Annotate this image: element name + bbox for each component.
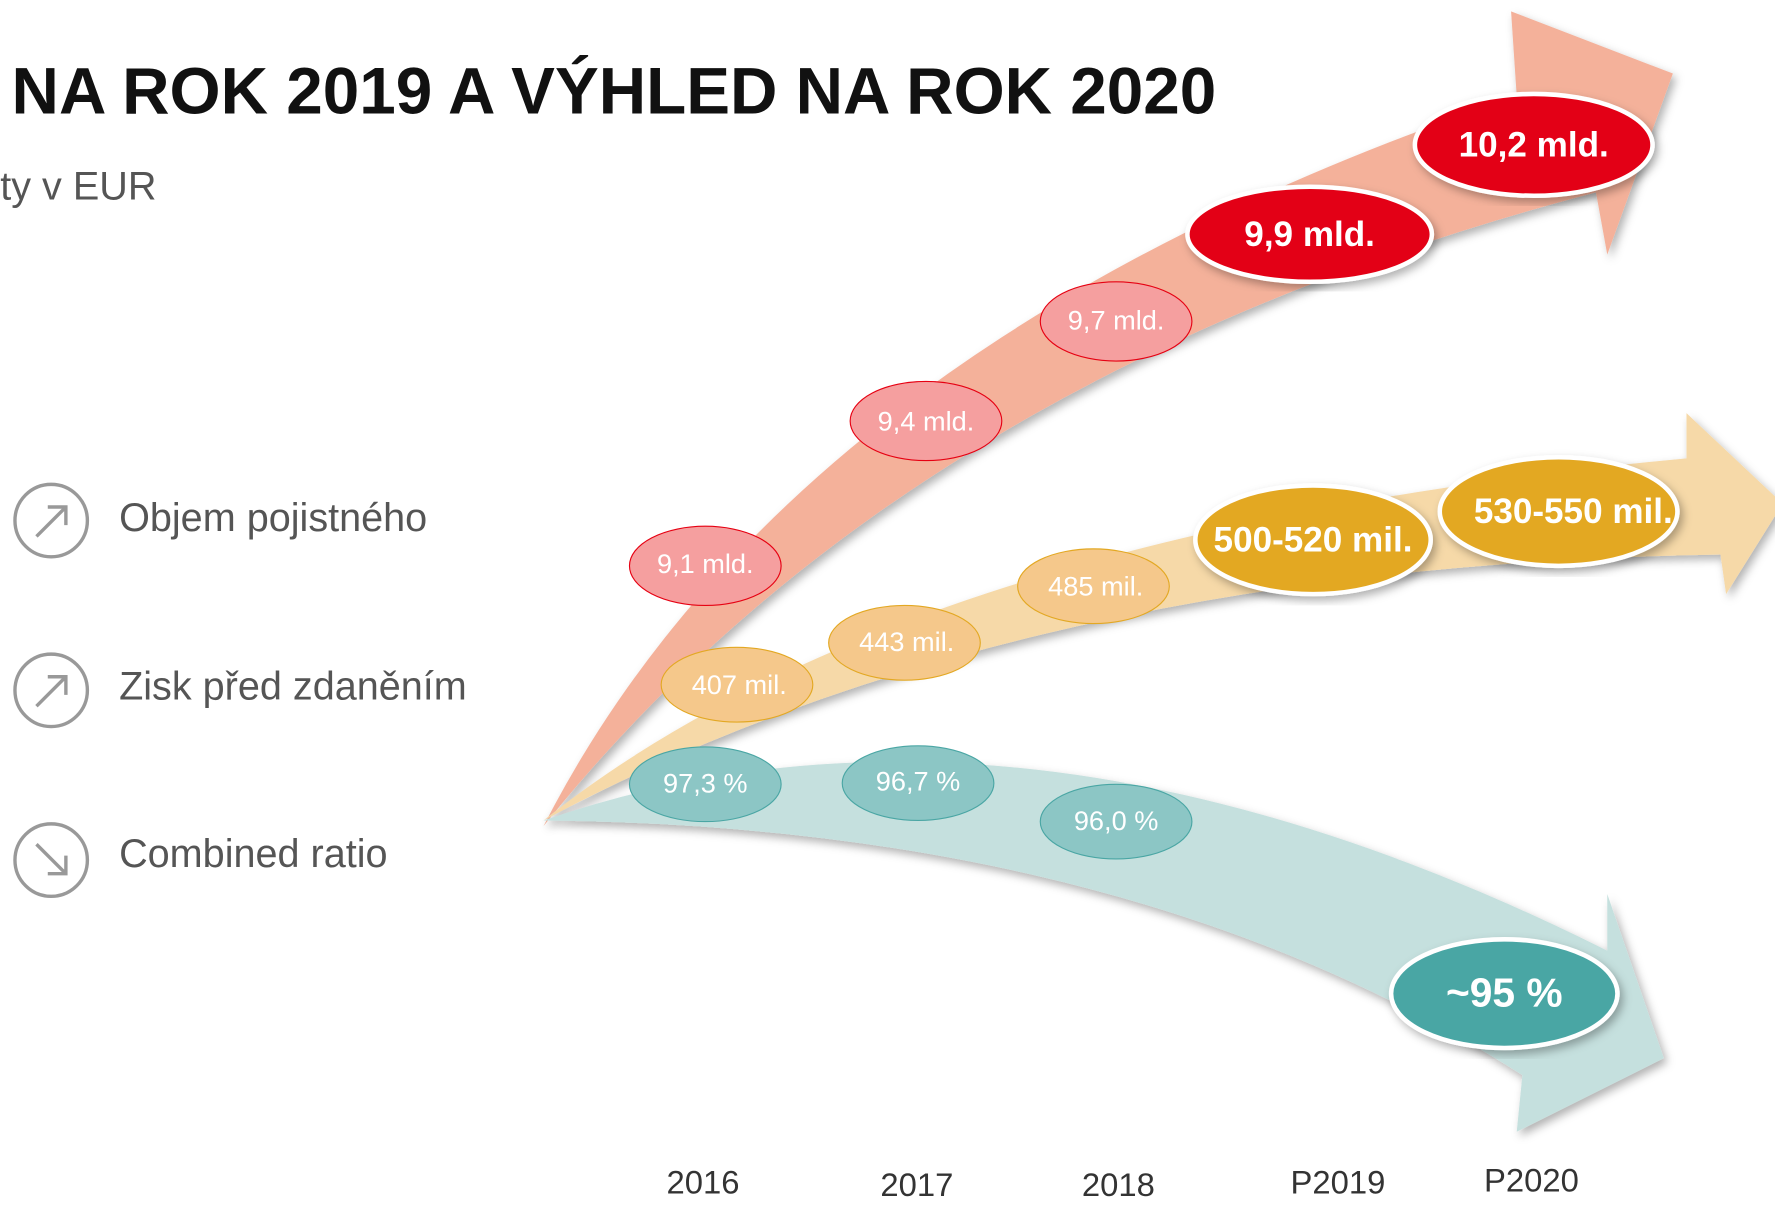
label: 10,2 mld. — [1459, 125, 1609, 164]
label: 97,3 % — [663, 768, 748, 799]
label: 9,9 mld. — [1244, 215, 1375, 254]
bubble — [841, 745, 995, 822]
year: 2018 — [1082, 1166, 1155, 1203]
red-labels: 9,1 mld. 9,4 mld. 9,7 mld. 9,9 mld. 10,2… — [628, 91, 1655, 607]
year: 2016 — [667, 1164, 740, 1201]
label: 530-550 mil. — [1474, 492, 1673, 531]
arrow-up — [35, 675, 68, 708]
bubble — [1185, 184, 1435, 285]
year: P2019 — [1290, 1164, 1385, 1201]
label: 500-520 mil. — [1214, 520, 1413, 559]
bubble — [1039, 783, 1193, 860]
label: 9,1 mld. — [657, 548, 754, 579]
bubble — [1017, 548, 1170, 625]
bubble — [660, 646, 814, 723]
subtitle: ty v EUR — [0, 164, 156, 208]
bubble — [628, 525, 782, 607]
bubble — [1412, 91, 1655, 199]
legend-icon — [13, 652, 90, 729]
arrow-teal — [543, 761, 1664, 1132]
arrow-down — [35, 843, 68, 876]
legend-icon — [13, 482, 90, 559]
bubble — [828, 604, 981, 681]
yellow-labels: 407 mil. 443 mil. 485 mil. 500-520 mil. … — [660, 454, 1680, 723]
label: 9,7 mld. — [1068, 305, 1165, 336]
legend-label: Combined ratio — [119, 832, 388, 876]
label: 407 mil. — [692, 669, 787, 700]
label: 96,7 % — [876, 765, 961, 796]
label: 485 mil. — [1048, 571, 1143, 602]
arrow-up — [35, 505, 68, 538]
bubble — [1193, 483, 1433, 597]
title: NA ROK 2019 A VÝHLED NA ROK 2020 — [12, 55, 1217, 128]
label: 443 mil. — [859, 626, 954, 657]
legend — [13, 482, 90, 899]
legend-label: Objem pojistného — [119, 496, 427, 540]
year: P2020 — [1484, 1161, 1579, 1198]
teal-labels: 97,3 % 96,7 % 96,0 % ~95 % — [628, 745, 1620, 1051]
label: 9,4 mld. — [878, 405, 975, 436]
bubble — [1388, 937, 1620, 1051]
legend-icon — [13, 822, 90, 899]
label: 96,0 % — [1074, 805, 1159, 836]
bubble — [628, 746, 782, 823]
label: ~95 % — [1446, 970, 1563, 1016]
bubble — [1039, 281, 1193, 362]
bubble — [1437, 454, 1680, 569]
bubble — [849, 380, 1003, 462]
year: 2017 — [880, 1166, 953, 1203]
legend-label: Zisk před zdaněním — [119, 665, 467, 709]
